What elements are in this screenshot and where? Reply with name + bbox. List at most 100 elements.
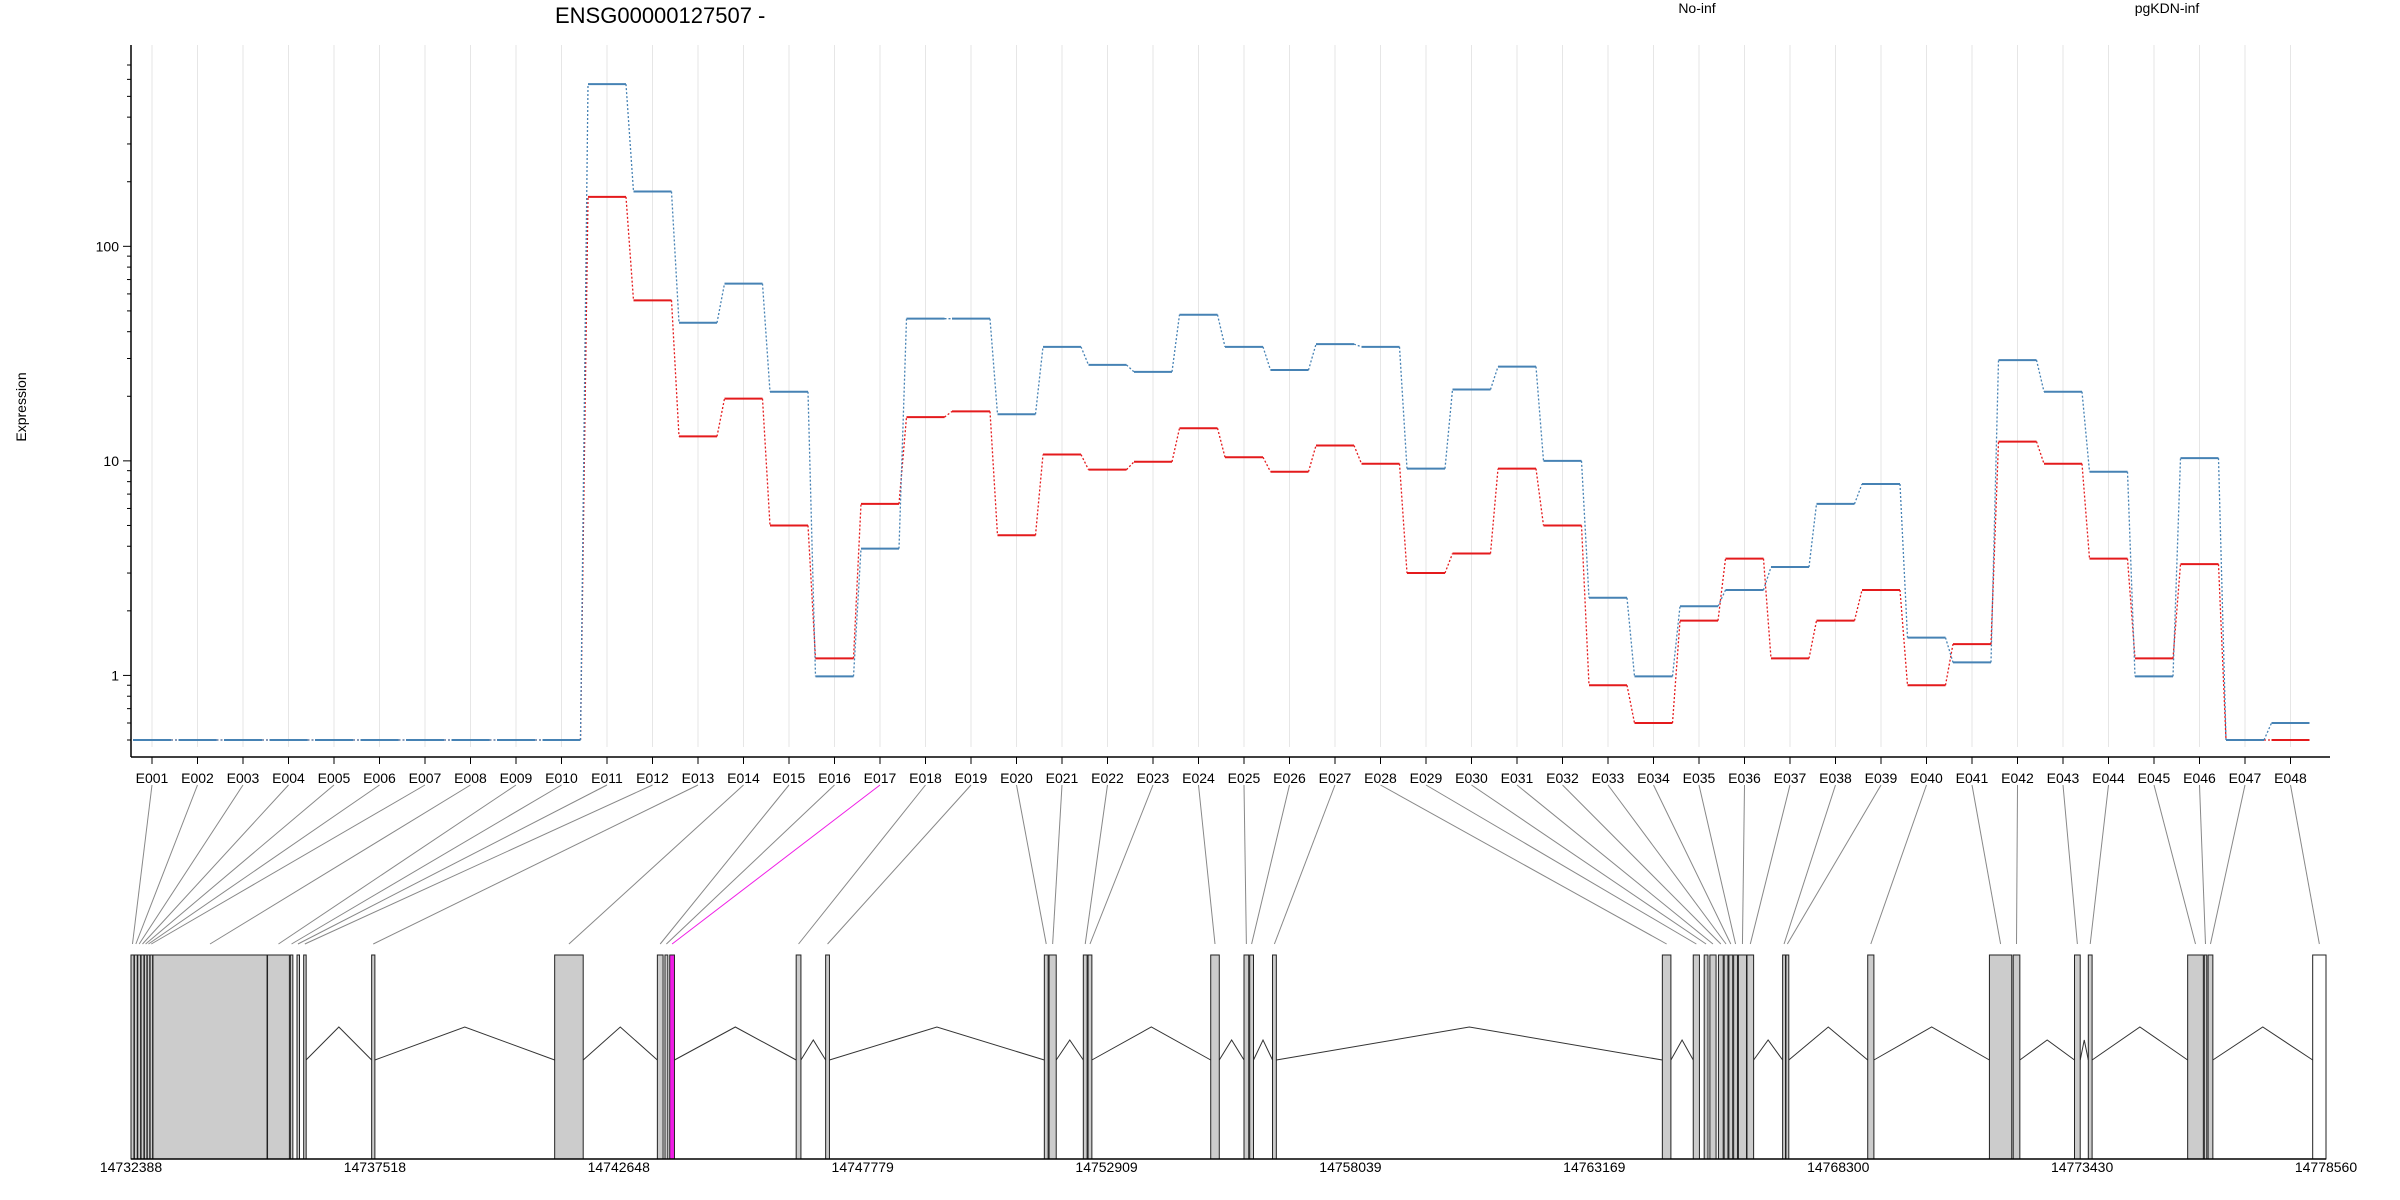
x-tick-label: E023 xyxy=(1137,770,1170,786)
exon-box xyxy=(1867,954,1875,1160)
exon-box xyxy=(152,954,268,1160)
x-tick-label: E021 xyxy=(1046,770,1079,786)
exon-box xyxy=(2087,954,2093,1160)
x-tick-label: E005 xyxy=(318,770,351,786)
exon-box xyxy=(2312,954,2327,1160)
exon-connector xyxy=(373,784,699,945)
intron-line xyxy=(1091,1026,1211,1061)
series-connector xyxy=(625,196,635,301)
exon-box xyxy=(130,954,135,1160)
series-connector xyxy=(1853,483,1863,505)
exon-box xyxy=(1782,954,1786,1160)
series-connector xyxy=(2126,471,2136,677)
exon-box xyxy=(1723,954,1729,1160)
y-tick-label: 100 xyxy=(96,238,120,254)
intron-line xyxy=(1753,1039,1784,1061)
exon-box xyxy=(1988,954,2013,1160)
exon-box xyxy=(303,954,307,1160)
series-connector xyxy=(2081,391,2091,472)
exon-connector xyxy=(2153,784,2196,945)
exon-connector xyxy=(1698,784,1737,945)
series-connector xyxy=(2126,558,2136,659)
exon-connector xyxy=(568,784,744,945)
series-connector xyxy=(1580,460,1590,598)
position-label: 14773430 xyxy=(2051,1159,2114,1175)
position-label: 14763169 xyxy=(1563,1159,1626,1175)
x-tick-label: E001 xyxy=(136,770,169,786)
series-connector xyxy=(1126,364,1135,373)
series-connector xyxy=(1444,389,1454,469)
exon-connector xyxy=(1089,784,1154,945)
series-connector xyxy=(1899,483,1909,638)
exon-connector xyxy=(138,784,244,945)
series-connector xyxy=(579,84,589,741)
intron-line xyxy=(1055,1039,1084,1061)
exon-box xyxy=(1785,954,1790,1160)
exon-box xyxy=(1243,954,1250,1160)
x-tick-label: E033 xyxy=(1592,770,1625,786)
position-label: 14758039 xyxy=(1319,1159,1382,1175)
exon-connector xyxy=(1971,784,2002,945)
exon-connector xyxy=(148,784,380,945)
x-tick-label: E042 xyxy=(2001,770,2034,786)
series-connector xyxy=(1944,637,1954,663)
intron-line xyxy=(800,1039,827,1061)
series-connector xyxy=(898,318,908,549)
series-connector xyxy=(1034,346,1044,415)
intron-line xyxy=(674,1026,797,1061)
intron-line xyxy=(582,1026,658,1061)
genomic-position-axis: 14732388 14737518 14742648 14747779 14752909… xyxy=(100,1158,2357,1175)
series-connector xyxy=(1126,461,1135,471)
series-connector xyxy=(1808,503,1818,568)
x-tick-label: E020 xyxy=(1000,770,1033,786)
exon-connector xyxy=(151,784,426,945)
x-tick-label: E035 xyxy=(1683,770,1716,786)
series-connector xyxy=(1080,346,1090,366)
exon-connector xyxy=(135,784,198,945)
series-connector xyxy=(1262,346,1272,371)
x-tick-label: E019 xyxy=(955,770,988,786)
series-connector xyxy=(625,84,635,192)
series-connector xyxy=(944,410,953,418)
series-connector xyxy=(1580,525,1590,686)
exon-box xyxy=(2207,954,2214,1160)
series-connector xyxy=(1353,445,1363,464)
exon-connector xyxy=(1052,784,1063,945)
exon-connector xyxy=(659,784,790,945)
x-tick-label: E027 xyxy=(1319,770,1352,786)
x-tick-label: E012 xyxy=(636,770,669,786)
series-connector xyxy=(1216,428,1226,458)
series-connector xyxy=(2217,458,2227,741)
series-connector xyxy=(989,411,999,536)
series-connector xyxy=(1489,366,1499,390)
series-connector xyxy=(1717,558,1727,621)
position-label: 14747779 xyxy=(832,1159,895,1175)
exon-box xyxy=(656,954,664,1160)
position-label: 14752909 xyxy=(1075,1159,1138,1175)
exon-connector xyxy=(2290,784,2320,945)
x-tick-label: E014 xyxy=(727,770,760,786)
x-tick-label: E015 xyxy=(773,770,806,786)
exon-box xyxy=(1048,954,1057,1160)
exon-box xyxy=(143,954,148,1160)
x-tick-label: E006 xyxy=(363,770,396,786)
exon-connector xyxy=(1380,784,1667,945)
x-tick-label: E009 xyxy=(500,770,533,786)
exon-box xyxy=(1709,954,1717,1160)
y-axis-label: Expression xyxy=(13,372,29,441)
exon-connector xyxy=(1741,784,1745,945)
intron-line xyxy=(1253,1038,1273,1061)
x-tick-label: E024 xyxy=(1182,770,1215,786)
exon-connector xyxy=(1273,784,1336,945)
exon-connector xyxy=(1516,784,1714,945)
x-tick-label: E004 xyxy=(272,770,305,786)
intron-line xyxy=(1670,1038,1694,1061)
intron-line xyxy=(2079,1039,2089,1061)
series-connector xyxy=(1216,314,1226,347)
x-tick-label: E044 xyxy=(2092,770,2125,786)
x-tick-label: E041 xyxy=(1956,770,1989,786)
exon-connector xyxy=(2089,784,2109,945)
exon-connector xyxy=(1749,784,1791,945)
series-connector xyxy=(1262,456,1272,473)
